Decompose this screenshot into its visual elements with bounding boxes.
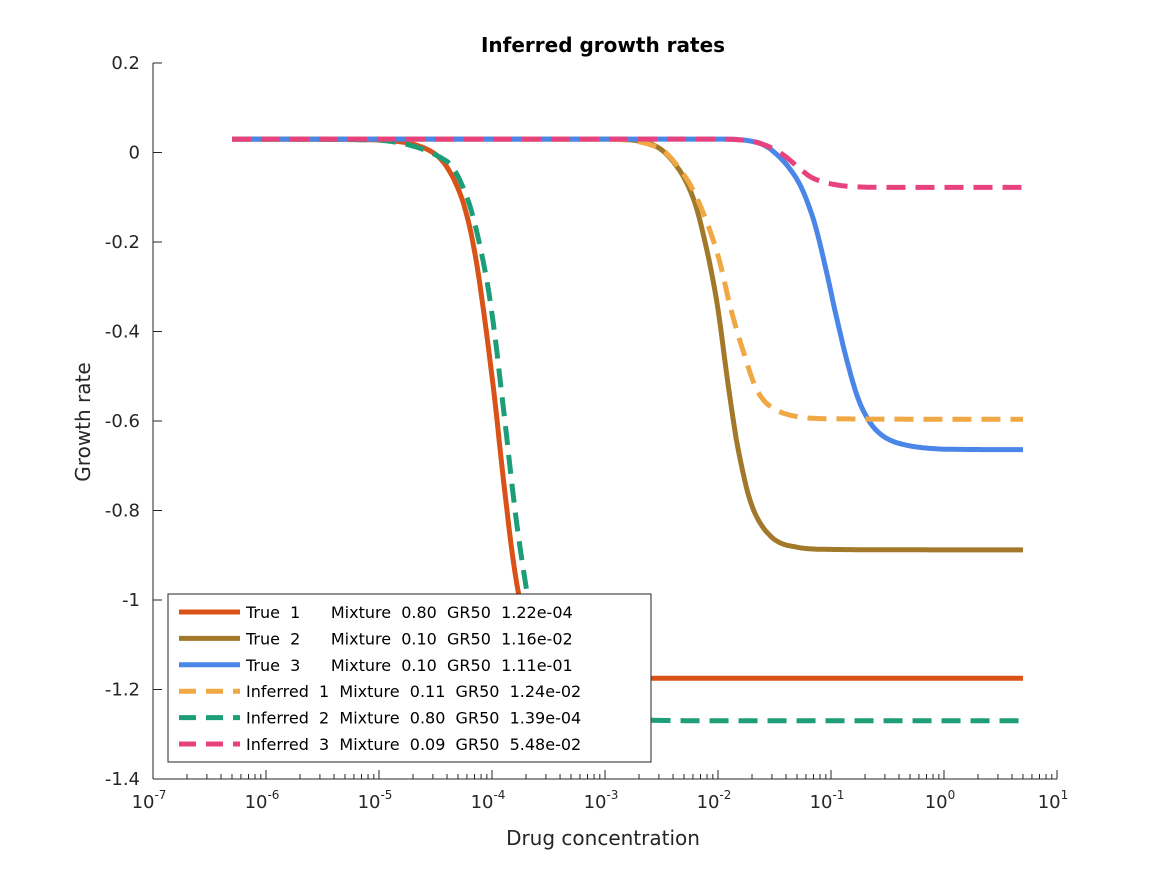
x-axis-label: Drug concentration [506,826,700,850]
y-tick-label: 0.2 [111,53,140,74]
x-tick-label: 10-2 [697,788,732,813]
series-line-6 [231,136,1024,190]
x-tick-label: 100 [925,788,956,813]
y-tick-label: 0 [129,143,140,164]
axes: 0.2 0 -0.2 -0.4 -0.6 -0.8 -1 -1.2 -1.410-7 10-6 10… [105,53,1068,813]
y-tick-label: -1 [122,590,140,611]
x-tick-label: 101 [1038,788,1069,813]
y-tick-label: -0.6 [105,411,140,432]
legend: True 1 Mixture 0.80 GR50 1.22e-04 True 2 … [167,593,652,763]
y-tick-label: -0.4 [105,322,140,343]
legend-entry: True 1 Mixture 0.80 GR50 1.22e-04 [245,603,573,622]
legend-entry: True 3 Mixture 0.10 GR50 1.11e-01 [245,656,573,675]
legend-entry: Inferred 2 Mixture 0.80 GR50 1.39e-04 [246,709,581,728]
x-tick-label: 10-3 [584,788,619,813]
series-line-2 [231,136,1024,553]
legend-box [167,593,652,763]
legend-entry: Inferred 1 Mixture 0.11 GR50 1.24e-02 [246,682,581,701]
x-tick-label: 10-6 [245,788,280,813]
y-tick-label: -1.2 [105,680,140,701]
x-tick-label: 10-4 [471,788,506,813]
legend-entry: Inferred 3 Mixture 0.09 GR50 5.48e-02 [246,735,581,754]
x-tick-label: 10-5 [358,788,393,813]
x-tick-label: 10-1 [810,788,845,813]
y-tick-label: -0.2 [105,232,140,253]
series-line-4 [231,136,1024,422]
legend-entry: True 2 Mixture 0.10 GR50 1.16e-02 [245,629,573,648]
y-tick-label: -0.8 [105,501,140,522]
x-tick-label: 10-7 [132,788,167,813]
chart-title: Inferred growth rates [481,33,725,57]
y-axis-label: Growth rate [71,362,95,481]
y-tick-label: -1.4 [105,769,140,790]
